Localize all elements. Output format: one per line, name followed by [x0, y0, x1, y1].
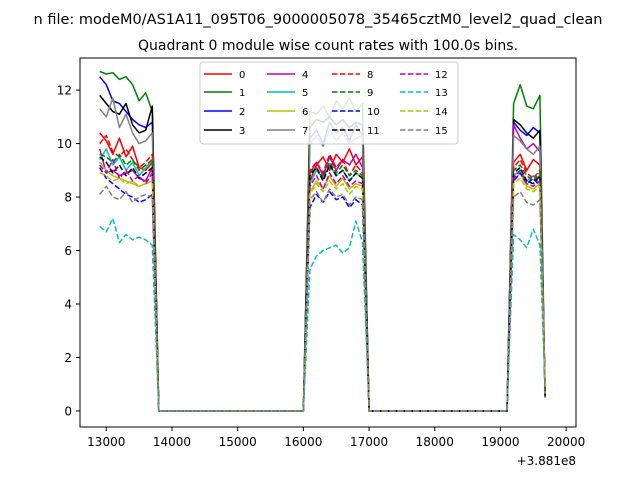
series-15 — [99, 185, 546, 412]
legend-label: 10 — [367, 107, 380, 118]
legend-entry: 7 — [267, 126, 308, 137]
series-12 — [99, 158, 546, 412]
series-14 — [99, 172, 546, 412]
legend-label: 2 — [239, 107, 245, 118]
legend-entry: 15 — [400, 126, 448, 137]
axes-frame — [79, 57, 577, 428]
y-tick-label: 6 — [64, 244, 72, 258]
legend-label: 1 — [239, 88, 245, 99]
figure-suptitle: n file: modeM0/AS1A11_095T06_9000005078_… — [34, 12, 603, 28]
legend-label: 12 — [435, 70, 448, 81]
legend-entry: 8 — [332, 70, 373, 81]
x-offset-label: +3.881e8 — [517, 454, 576, 468]
legend-entry: 12 — [400, 70, 448, 81]
chart-title: Quadrant 0 module wise count rates with … — [138, 38, 518, 54]
x-tick-label: 14000 — [153, 435, 191, 449]
series-11 — [99, 156, 546, 412]
series-line — [99, 153, 546, 412]
y-tick-label: 12 — [57, 84, 72, 98]
legend-entry: 14 — [400, 107, 448, 118]
series-10 — [99, 167, 546, 412]
legend-entry: 4 — [267, 70, 308, 81]
legend-label: 13 — [435, 88, 448, 99]
series-line — [99, 217, 546, 412]
legend-label: 6 — [302, 107, 308, 118]
legend-label: 0 — [239, 70, 245, 81]
series-7 — [99, 97, 546, 412]
x-tick-label: 16000 — [284, 435, 322, 449]
x-tick-label: 17000 — [350, 435, 388, 449]
legend-entry: 11 — [332, 126, 380, 137]
x-tick-label: 13000 — [87, 435, 125, 449]
legend-label: 8 — [367, 70, 373, 81]
series-line — [99, 167, 546, 412]
legend-frame — [199, 61, 459, 145]
series-6 — [99, 161, 546, 412]
legend-entry: 6 — [267, 107, 308, 118]
legend-label: 11 — [367, 126, 380, 137]
legend-label: 7 — [302, 126, 308, 137]
legend-entry: 1 — [204, 88, 245, 99]
legend-label: 3 — [239, 126, 245, 137]
series-line — [99, 172, 546, 412]
legend-entry: 2 — [204, 107, 245, 118]
series-9 — [99, 153, 546, 412]
legend-entry: 10 — [332, 107, 380, 118]
series-line — [99, 161, 546, 412]
legend-label: 5 — [302, 88, 308, 99]
series-13 — [99, 217, 546, 412]
series-line — [99, 156, 546, 412]
x-tick-label: 15000 — [219, 435, 257, 449]
series-layer — [98, 70, 546, 412]
x-tick-label: 19000 — [481, 435, 519, 449]
series-8 — [99, 134, 546, 412]
series-4 — [98, 124, 546, 412]
plot-area: 13000 14000 15000 16000 17000 18000 19000 20000… — [57, 57, 585, 468]
legend-entry: 5 — [267, 88, 308, 99]
legend-entry: 9 — [332, 88, 373, 99]
series-line — [99, 185, 546, 412]
x-tick-label: 20000 — [547, 435, 585, 449]
y-tick-label: 2 — [64, 351, 72, 365]
legend-label: 15 — [435, 126, 448, 137]
y-tick-label: 8 — [64, 191, 72, 205]
series-line — [99, 134, 546, 412]
series-line — [99, 97, 546, 412]
legend-entry: 3 — [204, 126, 245, 137]
y-axis: 0 2 4 6 8 10 12 — [57, 84, 80, 418]
legend-label: 14 — [435, 107, 448, 118]
legend-label: 9 — [367, 88, 373, 99]
legend-label: 4 — [302, 70, 308, 81]
y-tick-label: 4 — [64, 298, 72, 312]
legend-entry: 0 — [204, 70, 245, 81]
x-axis: 13000 14000 15000 16000 17000 18000 19000 20000 — [87, 427, 585, 449]
series-line — [98, 124, 546, 412]
y-tick-label: 0 — [64, 404, 72, 418]
y-tick-label: 10 — [57, 137, 72, 151]
legend-entry: 13 — [400, 88, 448, 99]
x-tick-label: 18000 — [416, 435, 454, 449]
series-line — [99, 158, 546, 412]
